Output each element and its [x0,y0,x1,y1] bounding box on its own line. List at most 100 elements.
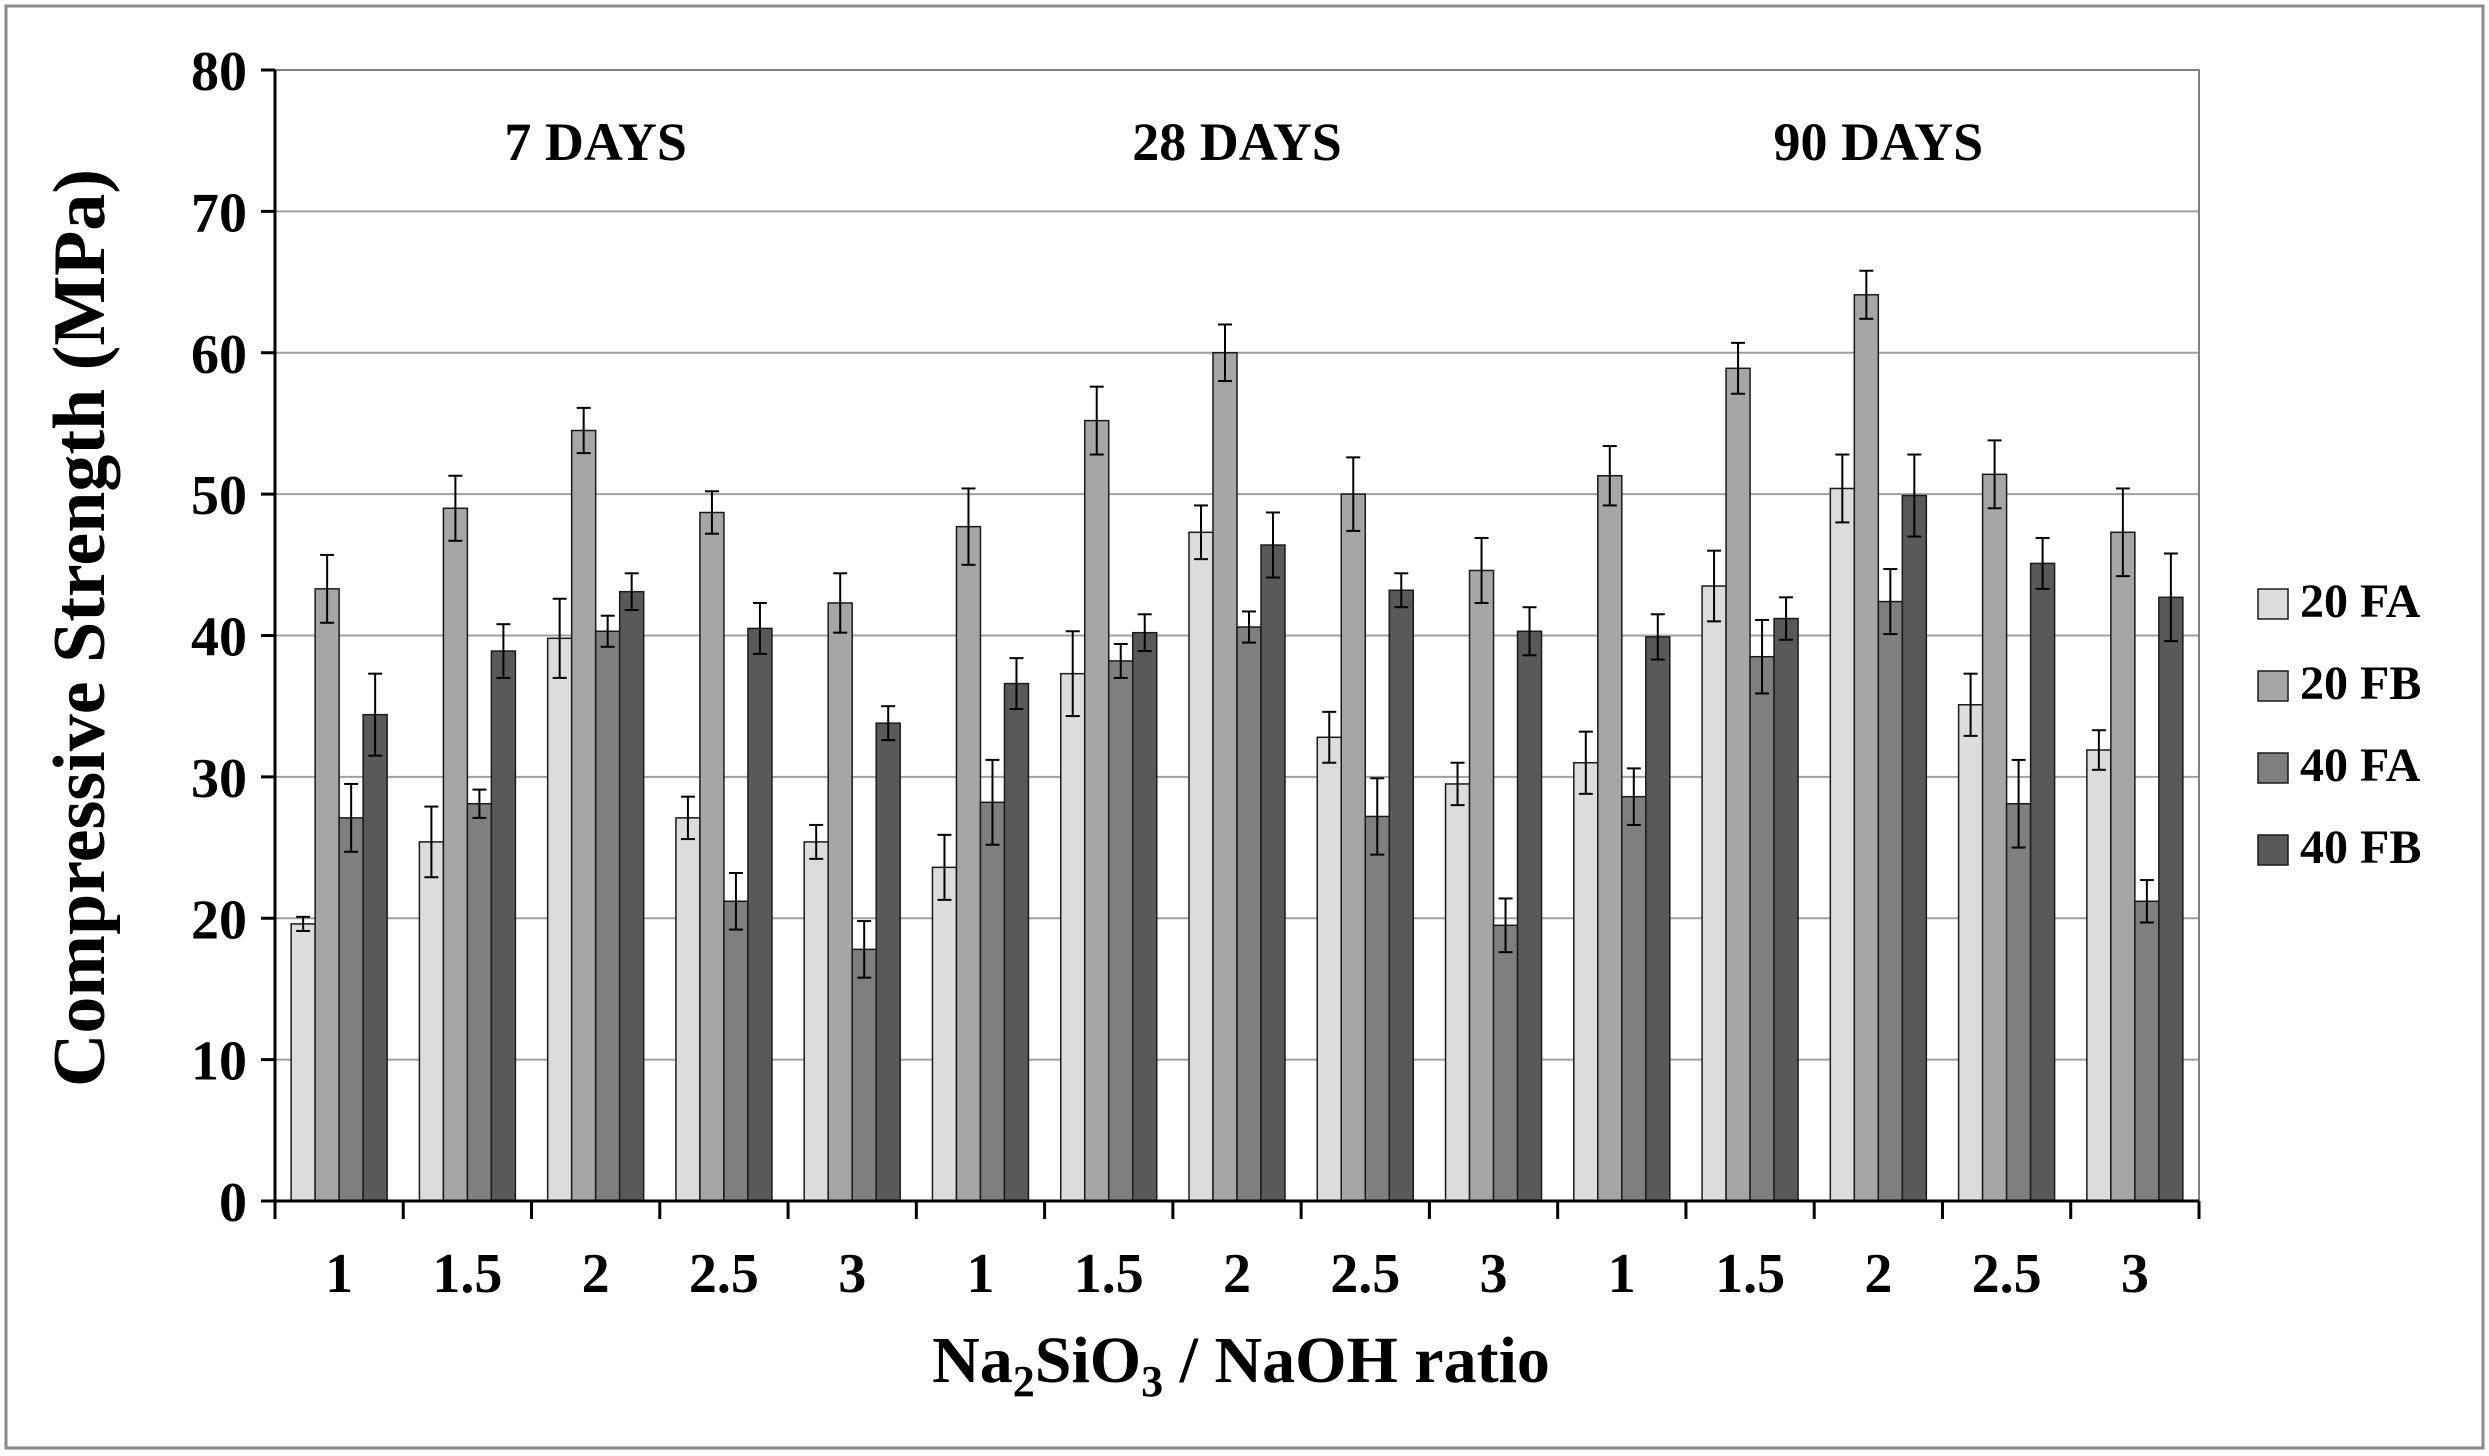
bar [2029,562,2056,1202]
bar [1725,367,1751,1202]
x-tick-label: 1 [1608,1243,1636,1305]
bar [1131,631,1158,1202]
bar [875,722,901,1202]
bar [594,630,621,1202]
bar [2005,802,2032,1202]
legend-swatch [2257,834,2289,866]
bar [1083,419,1110,1202]
bar [490,650,517,1202]
bar [723,900,749,1202]
group-label: 28 DAYS [1132,112,1342,172]
bar [827,602,853,1202]
bar [851,948,877,1202]
legend-label: 20 FA [2300,575,2421,628]
x-axis-title-suffix: / NaOH ratio [1163,1324,1550,1397]
bar [747,627,773,1202]
bar [1388,589,1415,1202]
bar [1340,493,1367,1202]
legend: 20 FA 20 FB 40 FA 40 FB [2257,575,2421,874]
bar [442,507,469,1202]
bar [1212,352,1238,1202]
x-axis-title: Na2SiO3 / NaOH ratio [932,1324,1550,1406]
bar [1981,473,2008,1202]
legend-label: 40 FB [2300,821,2421,874]
x-tick-label: 2.5 [689,1243,759,1305]
bar [1701,585,1727,1202]
x-tick-label: 1 [966,1243,994,1305]
x-tick-label: 1.5 [1715,1243,1785,1305]
bar [546,637,573,1202]
y-tick-label: 10 [191,1031,247,1093]
x-axis-title-sub2: 3 [1141,1357,1163,1406]
x-tick-label: 2.5 [1330,1243,1400,1305]
bar [570,429,597,1202]
bar [1901,494,1928,1202]
bar [338,817,364,1202]
bar [1621,795,1647,1202]
bar [2158,596,2184,1202]
x-tick-label: 3 [1480,1243,1508,1305]
bar [290,923,316,1202]
bar [1773,617,1799,1202]
x-axis-title-mid: SiO [1035,1324,1141,1397]
bar [955,525,982,1202]
bar [1957,704,1984,1202]
y-tick-label: 60 [191,324,247,386]
legend-swatch [2257,670,2289,702]
x-tick-label: 3 [2121,1243,2149,1305]
x-tick-label: 3 [838,1243,866,1305]
x-tick-label: 1.5 [432,1243,502,1305]
y-tick-label: 40 [191,607,247,669]
bar [1236,626,1262,1202]
bar [1260,544,1286,1202]
bar [2134,900,2160,1202]
x-tick-label: 2 [1864,1243,1892,1305]
legend-label: 40 FA [2300,739,2421,792]
bar [362,713,388,1202]
group-label: 7 DAYS [504,112,687,172]
bar [931,866,958,1202]
bar [314,588,340,1202]
bar [1597,474,1623,1202]
bar [1188,531,1214,1202]
y-tick-label: 30 [191,748,247,810]
bar [1829,487,1856,1202]
bar [1003,682,1030,1202]
bar [1444,783,1471,1202]
y-tick-label: 20 [191,889,247,951]
y-axis-title: Compressive Strength (MPa) [39,169,121,1087]
bar [618,590,645,1202]
bar [2086,749,2112,1202]
group-label: 90 DAYS [1774,112,1984,172]
x-tick-label: 2 [582,1243,610,1305]
x-tick-label: 2.5 [1972,1243,2042,1305]
bar [418,841,445,1202]
bar [1059,672,1086,1202]
bar [1316,736,1343,1202]
y-tick-label: 0 [219,1172,247,1234]
bar [1645,636,1671,1202]
x-tick-label: 2 [1223,1243,1251,1305]
bar [979,801,1006,1202]
bar [1107,660,1134,1202]
bar [1492,924,1519,1202]
x-tick-label: 1.5 [1074,1243,1144,1305]
bar [466,802,493,1202]
y-tick-label: 80 [191,41,247,103]
error-bars [296,269,2178,979]
bar [803,841,829,1202]
bar [1364,815,1391,1202]
y-tick-label: 70 [191,182,247,244]
labels: 0 10 20 30 40 50 60 70 80 1 1.5 2 2.5 3 1 1.5 2 2.5 3 1 1.5 2… [191,41,2149,1305]
bar [1468,569,1495,1202]
bar [2110,531,2136,1202]
bar [699,511,725,1202]
bar [675,817,701,1202]
y-tick-label: 50 [191,465,247,527]
axes [261,68,2201,1219]
legend-swatch [2257,752,2289,784]
x-axis-title-sub1: 2 [1013,1357,1035,1406]
x-axis-title-prefix: Na [932,1324,1013,1397]
